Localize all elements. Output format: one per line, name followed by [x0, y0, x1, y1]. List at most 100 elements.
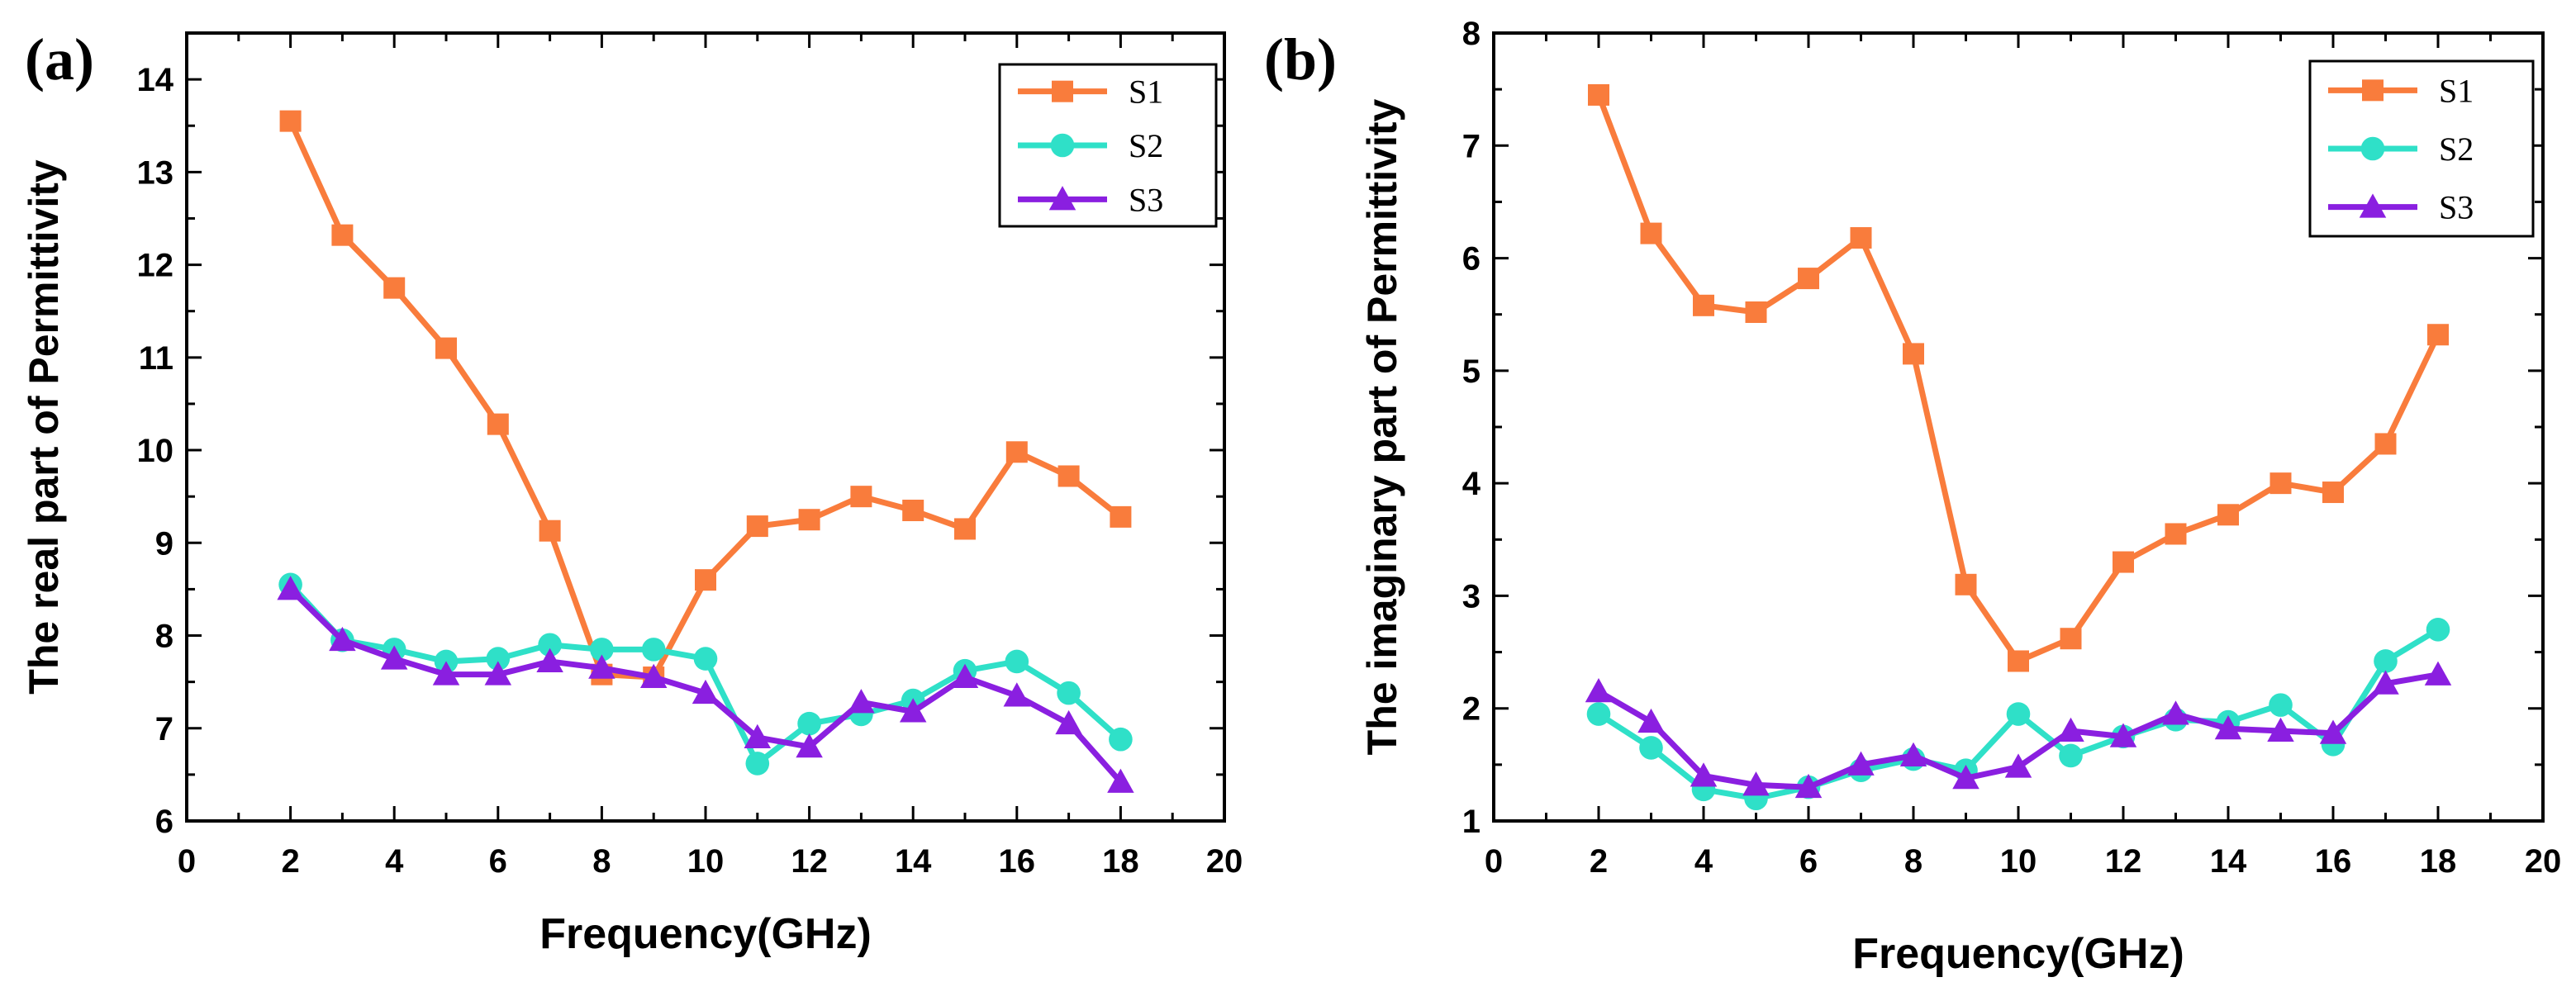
data-point-s3 — [1107, 768, 1134, 793]
series-s1 — [1588, 83, 2449, 672]
data-point-s1 — [383, 277, 406, 299]
data-point-s1 — [1588, 83, 1609, 106]
data-point-s3 — [2214, 714, 2242, 740]
data-point-s3 — [796, 733, 823, 758]
x-tick-label: 6 — [489, 843, 507, 880]
data-point-s3 — [1637, 708, 1665, 733]
data-point-s3 — [848, 689, 875, 714]
data-point-s3 — [1794, 773, 1823, 799]
data-point-s3 — [951, 663, 979, 689]
data-point-s1 — [1005, 441, 1028, 463]
legend-marker-s1 — [1052, 80, 1073, 102]
data-point-s3 — [1585, 678, 1613, 703]
data-point-s1 — [2060, 628, 2082, 650]
data-point-s2 — [1005, 649, 1029, 674]
series-s2 — [1586, 618, 2450, 811]
data-point-s1 — [1745, 301, 1767, 323]
legend-label-s1: S1 — [2439, 72, 2474, 109]
data-point-s3 — [2372, 670, 2399, 695]
y-tick-label: 2 — [1462, 691, 1480, 728]
data-point-s3 — [588, 654, 615, 679]
data-point-s3 — [1055, 709, 1082, 735]
data-point-s1 — [902, 500, 924, 522]
data-point-s3 — [1690, 762, 1718, 787]
data-point-s3 — [484, 661, 512, 686]
data-point-s3 — [899, 698, 927, 723]
data-point-s2 — [2269, 693, 2293, 717]
legend: S1 S2 S3 — [2308, 59, 2535, 238]
data-point-s1 — [2269, 472, 2292, 495]
y-axis-title: The real part of Permittivity — [21, 159, 67, 695]
x-tick-label: 0 — [178, 843, 196, 880]
data-point-s3 — [744, 723, 772, 748]
data-point-s1 — [1110, 505, 1132, 528]
data-point-s2 — [486, 647, 511, 671]
x-tick-label: 2 — [1590, 843, 1608, 880]
x-tick-label: 20 — [1206, 843, 1243, 880]
data-point-s3 — [1003, 682, 1031, 707]
data-point-s3 — [2109, 723, 2137, 747]
series-s3 — [277, 576, 1134, 793]
data-point-s1 — [954, 518, 976, 540]
x-axis-title: Frequency(GHz) — [539, 910, 872, 958]
data-point-s3 — [1742, 771, 1770, 796]
x-tick-label: 8 — [1904, 843, 1922, 880]
x-tick-label: 14 — [2210, 843, 2247, 880]
legend-label-s2: S2 — [1129, 127, 1163, 164]
data-point-s3 — [2319, 719, 2347, 744]
legend-label-s3: S3 — [1129, 181, 1163, 218]
data-point-s2 — [538, 633, 562, 657]
data-point-s3 — [2267, 717, 2294, 742]
data-point-s1 — [850, 486, 872, 508]
data-point-s1 — [746, 515, 768, 538]
legend-label-s3: S3 — [2439, 189, 2474, 226]
y-tick-label: 9 — [155, 525, 173, 562]
x-tick-label: 20 — [2525, 843, 2562, 880]
x-tick-label: 10 — [687, 843, 725, 880]
data-point-s1 — [798, 509, 820, 531]
data-point-s2 — [2374, 649, 2398, 673]
legend-label-s2: S2 — [2439, 130, 2474, 168]
y-tick-label: 8 — [155, 619, 173, 655]
data-point-s1 — [487, 413, 509, 435]
data-point-s2 — [1639, 736, 1663, 760]
y-tick-label: 14 — [137, 62, 174, 98]
y-tick-label: 8 — [1462, 16, 1480, 52]
data-point-s2 — [1109, 727, 1133, 752]
data-point-s1 — [2322, 482, 2344, 504]
data-point-s2 — [590, 638, 614, 662]
series-s3 — [1585, 661, 2452, 799]
x-tick-label: 4 — [1694, 843, 1713, 880]
legend: S1 S2 S3 — [998, 63, 1218, 228]
legend-marker-s2 — [2360, 136, 2385, 161]
y-tick-label: 5 — [1462, 353, 1480, 390]
data-point-s2 — [2059, 743, 2083, 768]
x-tick-label: 16 — [999, 843, 1036, 880]
data-point-s2 — [1057, 681, 1081, 705]
data-point-s1 — [1057, 465, 1080, 487]
data-point-s2 — [2426, 618, 2450, 642]
legend-marker-s1 — [2362, 79, 2384, 102]
y-tick-label: 11 — [139, 340, 173, 377]
y-tick-label: 10 — [137, 433, 174, 469]
data-point-s1 — [435, 337, 457, 359]
series-line-s2 — [288, 582, 1123, 766]
data-point-s1 — [1693, 294, 1714, 316]
data-point-s3 — [692, 679, 720, 704]
data-point-s3 — [1899, 742, 1927, 766]
x-tick-label: 4 — [385, 843, 404, 880]
data-point-s3 — [329, 626, 356, 652]
data-point-s1 — [279, 110, 302, 132]
x-tick-label: 14 — [895, 843, 932, 880]
data-point-s1 — [1850, 227, 1872, 249]
data-point-s3 — [380, 645, 408, 670]
data-point-s3 — [1952, 764, 1980, 790]
data-point-s1 — [2008, 650, 2029, 672]
x-tick-label: 8 — [592, 843, 611, 880]
data-point-s3 — [2162, 700, 2189, 725]
data-point-s1 — [1640, 222, 1662, 244]
data-point-s2 — [693, 647, 718, 671]
x-tick-label: 12 — [791, 843, 828, 880]
data-point-s1 — [2113, 551, 2134, 573]
